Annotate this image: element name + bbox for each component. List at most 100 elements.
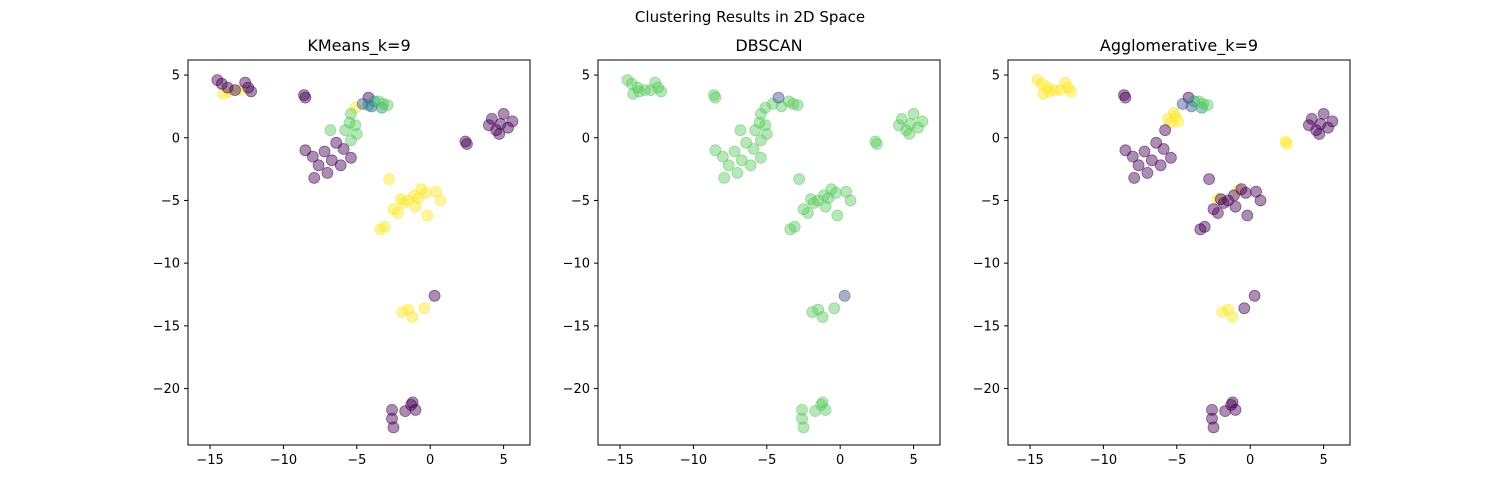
x-tick-label: 5 [909, 453, 917, 468]
data-point [793, 173, 805, 186]
data-point [1226, 311, 1239, 324]
x-tick-label: −5 [1167, 453, 1186, 468]
data-point [740, 136, 753, 149]
data-point [344, 134, 357, 147]
data-point [217, 88, 230, 100]
scatter-points [211, 74, 519, 434]
data-point [387, 421, 400, 434]
data-point [627, 88, 640, 100]
data-point [409, 200, 422, 213]
y-tick-label: −10 [153, 257, 180, 272]
y-tick-label: 0 [582, 131, 590, 146]
data-point [1226, 396, 1239, 409]
data-point [343, 116, 356, 129]
data-point [497, 108, 510, 120]
data-point [744, 159, 757, 172]
data-point [709, 91, 722, 104]
y-tick-label: −5 [161, 194, 180, 209]
data-point [796, 412, 808, 425]
data-point [735, 154, 748, 167]
x-tick-label: 5 [499, 453, 507, 468]
data-point [1132, 159, 1145, 172]
data-point [229, 84, 241, 96]
data-point [386, 403, 398, 416]
data-point [344, 108, 357, 120]
data-point [728, 145, 741, 158]
data-point [349, 101, 362, 114]
data-point [391, 207, 404, 219]
data-point [242, 81, 255, 94]
data-point [1165, 151, 1177, 164]
data-point [1192, 95, 1205, 108]
data-point [819, 200, 832, 213]
data-point [1305, 113, 1318, 125]
data-point [903, 128, 916, 140]
subplot-title: DBSCAN [735, 36, 802, 55]
x-tick-label: 0 [1246, 453, 1254, 468]
data-point [344, 151, 357, 164]
data-point [791, 99, 804, 111]
axes-frame [1007, 59, 1351, 446]
data-point [1188, 95, 1201, 108]
data-point [402, 303, 415, 316]
data-point [418, 302, 431, 315]
data-point [828, 302, 841, 315]
data-point [1176, 98, 1189, 110]
axes-frame [597, 59, 941, 446]
data-point [306, 150, 319, 163]
data-point [428, 289, 441, 302]
data-point [1037, 88, 1050, 100]
y-tick-label: 0 [172, 131, 180, 146]
subplot-title: KMeans_k=9 [307, 36, 410, 56]
data-point [916, 115, 929, 128]
data-point [334, 159, 347, 172]
data-point [374, 223, 387, 236]
x-tick-label: −15 [606, 453, 633, 468]
x-tick-label: −10 [680, 453, 707, 468]
data-point [485, 113, 498, 125]
data-point [1214, 193, 1227, 206]
data-point [809, 405, 822, 418]
data-point [386, 412, 398, 425]
data-point [321, 166, 334, 179]
data-point [722, 159, 735, 172]
data-point [1212, 207, 1224, 219]
y-tick-label: −15 [973, 319, 1000, 334]
data-point [1119, 91, 1132, 104]
y-tick-label: −10 [973, 257, 1000, 272]
data-point [1159, 124, 1171, 137]
data-point [349, 119, 362, 132]
y-tick-label: 5 [992, 69, 1000, 84]
data-point [1206, 412, 1218, 425]
x-tick-label: −5 [347, 453, 366, 468]
data-point [871, 138, 883, 150]
data-point [831, 209, 844, 222]
data-point [406, 311, 419, 324]
data-point [753, 116, 766, 129]
y-tick-label: −20 [563, 382, 590, 397]
data-point [1219, 405, 1232, 418]
data-point [419, 186, 432, 199]
x-tick-label: −15 [196, 453, 223, 468]
data-point [1222, 303, 1235, 316]
data-point [734, 124, 747, 137]
x-tick-label: −10 [1090, 453, 1117, 468]
data-point [1168, 106, 1180, 119]
data-point [775, 100, 788, 113]
y-tick-label: −5 [981, 194, 1000, 209]
data-point [1145, 154, 1158, 167]
data-point [806, 306, 819, 319]
y-tick-label: −20 [973, 382, 1000, 397]
data-point [802, 207, 814, 219]
x-tick-label: −10 [270, 453, 297, 468]
data-point [1194, 223, 1207, 236]
data-point [1239, 186, 1252, 199]
axes-frame [187, 59, 531, 446]
data-point [1138, 145, 1151, 158]
scatter-points [1031, 74, 1339, 434]
data-point [731, 166, 744, 179]
data-point [1141, 166, 1154, 179]
subplot-3: Agglomerative_k=9 −15 −10 −5 0 5 5 0 −5 −10 −15 −20 [973, 36, 1351, 468]
